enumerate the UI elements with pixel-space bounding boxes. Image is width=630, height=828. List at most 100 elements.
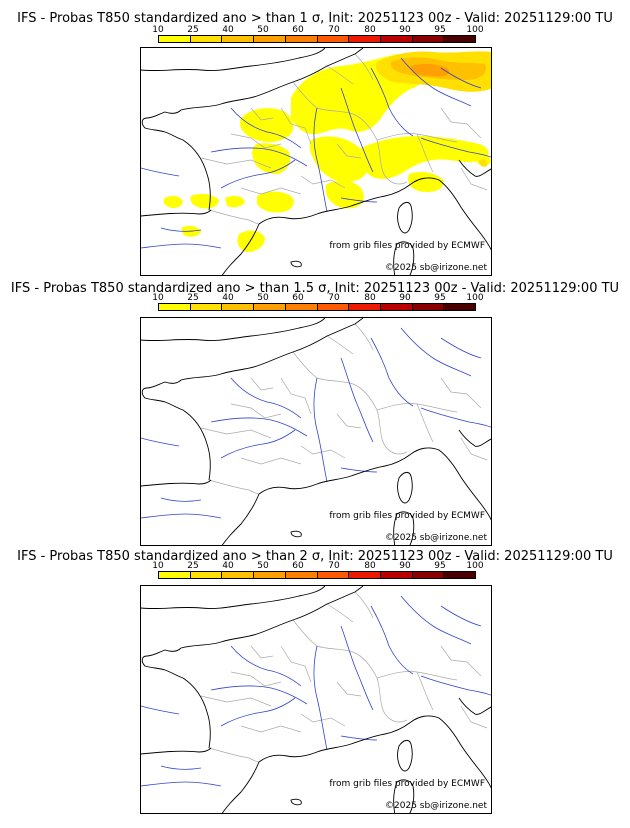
coastline xyxy=(180,48,364,111)
colorbar-labels: 10 25 40 50 60 70 80 90 95 100 xyxy=(150,293,500,303)
admin-border xyxy=(280,377,312,415)
probability-area xyxy=(190,193,219,209)
colorbar-tick-label: 100 xyxy=(466,293,484,303)
river xyxy=(370,67,414,137)
river xyxy=(313,645,328,751)
coastline xyxy=(410,447,491,521)
coastline xyxy=(393,241,415,275)
admin-border xyxy=(354,591,374,619)
probability-area xyxy=(252,143,291,174)
colorbar-tick-label: 10 xyxy=(152,561,164,571)
coastline xyxy=(397,471,413,504)
probability-area xyxy=(408,172,444,192)
river xyxy=(440,67,482,89)
colorbar-tick-label: 10 xyxy=(152,25,164,35)
colorbar-swatch xyxy=(349,572,381,578)
coastline xyxy=(141,586,326,610)
colorbar-tick-label: 95 xyxy=(434,25,446,35)
admin-border xyxy=(280,107,312,145)
colorbar-labels: 10 25 40 50 60 70 80 90 95 100 xyxy=(150,561,500,571)
coastline xyxy=(458,697,491,715)
rivers-layer xyxy=(141,327,491,519)
colorbar-swatch xyxy=(254,572,286,578)
river xyxy=(141,243,222,249)
coastline xyxy=(141,209,212,217)
admin-border xyxy=(326,335,354,355)
colorbar-swatch xyxy=(159,304,191,310)
admin-border xyxy=(230,671,282,687)
coastline xyxy=(180,318,364,381)
admin-border xyxy=(250,645,274,659)
river xyxy=(313,107,328,213)
source-credit: from grib files provided by ECMWF xyxy=(329,511,485,521)
coastline-layer xyxy=(141,586,491,813)
coastline xyxy=(141,318,326,342)
river xyxy=(370,605,414,675)
admin-border xyxy=(292,351,408,455)
river xyxy=(141,513,222,519)
rivers-layer xyxy=(141,57,491,249)
coastline xyxy=(258,453,412,495)
admin-border xyxy=(354,53,374,81)
colorbar-tick-label: 70 xyxy=(328,25,340,35)
colorbar-tick-label: 90 xyxy=(399,293,411,303)
colorbar xyxy=(158,35,476,43)
admin-border xyxy=(250,377,274,391)
coastline xyxy=(393,511,415,545)
coastline xyxy=(410,177,491,251)
coastline xyxy=(397,739,413,772)
river xyxy=(230,645,302,687)
coastline xyxy=(141,479,212,487)
colorbar-tick-label: 80 xyxy=(364,25,376,35)
admin-border xyxy=(292,81,408,185)
river xyxy=(160,497,202,502)
colorbar-swatch xyxy=(444,572,476,578)
river xyxy=(141,781,222,787)
colorbar-swatch xyxy=(349,304,381,310)
coastline xyxy=(221,493,260,545)
colorbar xyxy=(158,571,476,579)
admin-border xyxy=(326,603,354,623)
colorbar-tick-label: 80 xyxy=(364,293,376,303)
borders-layer xyxy=(200,591,488,763)
colorbar-swatch xyxy=(222,572,255,578)
colorbar-tick-label: 25 xyxy=(187,293,199,303)
map-canvas xyxy=(141,318,491,545)
colorbar-swatch xyxy=(254,304,286,310)
colorbar-swatch xyxy=(317,572,350,578)
colorbar-tick-label: 60 xyxy=(292,561,304,571)
copyright-credit: ©2025 sb@irizone.net xyxy=(385,263,487,273)
source-credit: from grib files provided by ECMWF xyxy=(329,241,485,251)
colorbar-tick-label: 25 xyxy=(187,25,199,35)
admin-border xyxy=(208,747,260,763)
admin-border xyxy=(460,167,488,191)
panel-title: IFS - Probas T850 standardized ano > tha… xyxy=(10,281,620,296)
coastline xyxy=(258,721,412,763)
probability-area xyxy=(237,230,265,252)
coastline xyxy=(182,677,211,749)
river xyxy=(440,337,482,359)
river xyxy=(400,327,472,377)
rivers-layer xyxy=(141,595,491,787)
colorbar-tick-label: 95 xyxy=(434,561,446,571)
copyright-credit: ©2025 sb@irizone.net xyxy=(385,533,487,543)
admin-border xyxy=(336,143,362,159)
colorbar-tick-label: 100 xyxy=(466,561,484,571)
colorbar-swatch xyxy=(380,304,413,310)
colorbar-swatch xyxy=(190,36,223,42)
coastline xyxy=(141,647,184,679)
colorbar-tick-label: 10 xyxy=(152,293,164,303)
probability-area xyxy=(309,136,369,182)
colorbar-tick-label: 50 xyxy=(257,25,269,35)
colorbar xyxy=(158,303,476,311)
colorbar-tick-label: 50 xyxy=(257,561,269,571)
borders-layer xyxy=(200,53,488,225)
coastline-layer xyxy=(141,318,491,545)
colorbar-tick-label: 50 xyxy=(257,293,269,303)
river xyxy=(141,437,180,447)
admin-border xyxy=(440,377,482,409)
map-panel-1: IFS - Probas T850 standardized ano > tha… xyxy=(0,0,630,276)
colorbar-swatch xyxy=(254,36,286,42)
colorbar-swatch xyxy=(159,36,191,42)
river xyxy=(370,337,414,407)
